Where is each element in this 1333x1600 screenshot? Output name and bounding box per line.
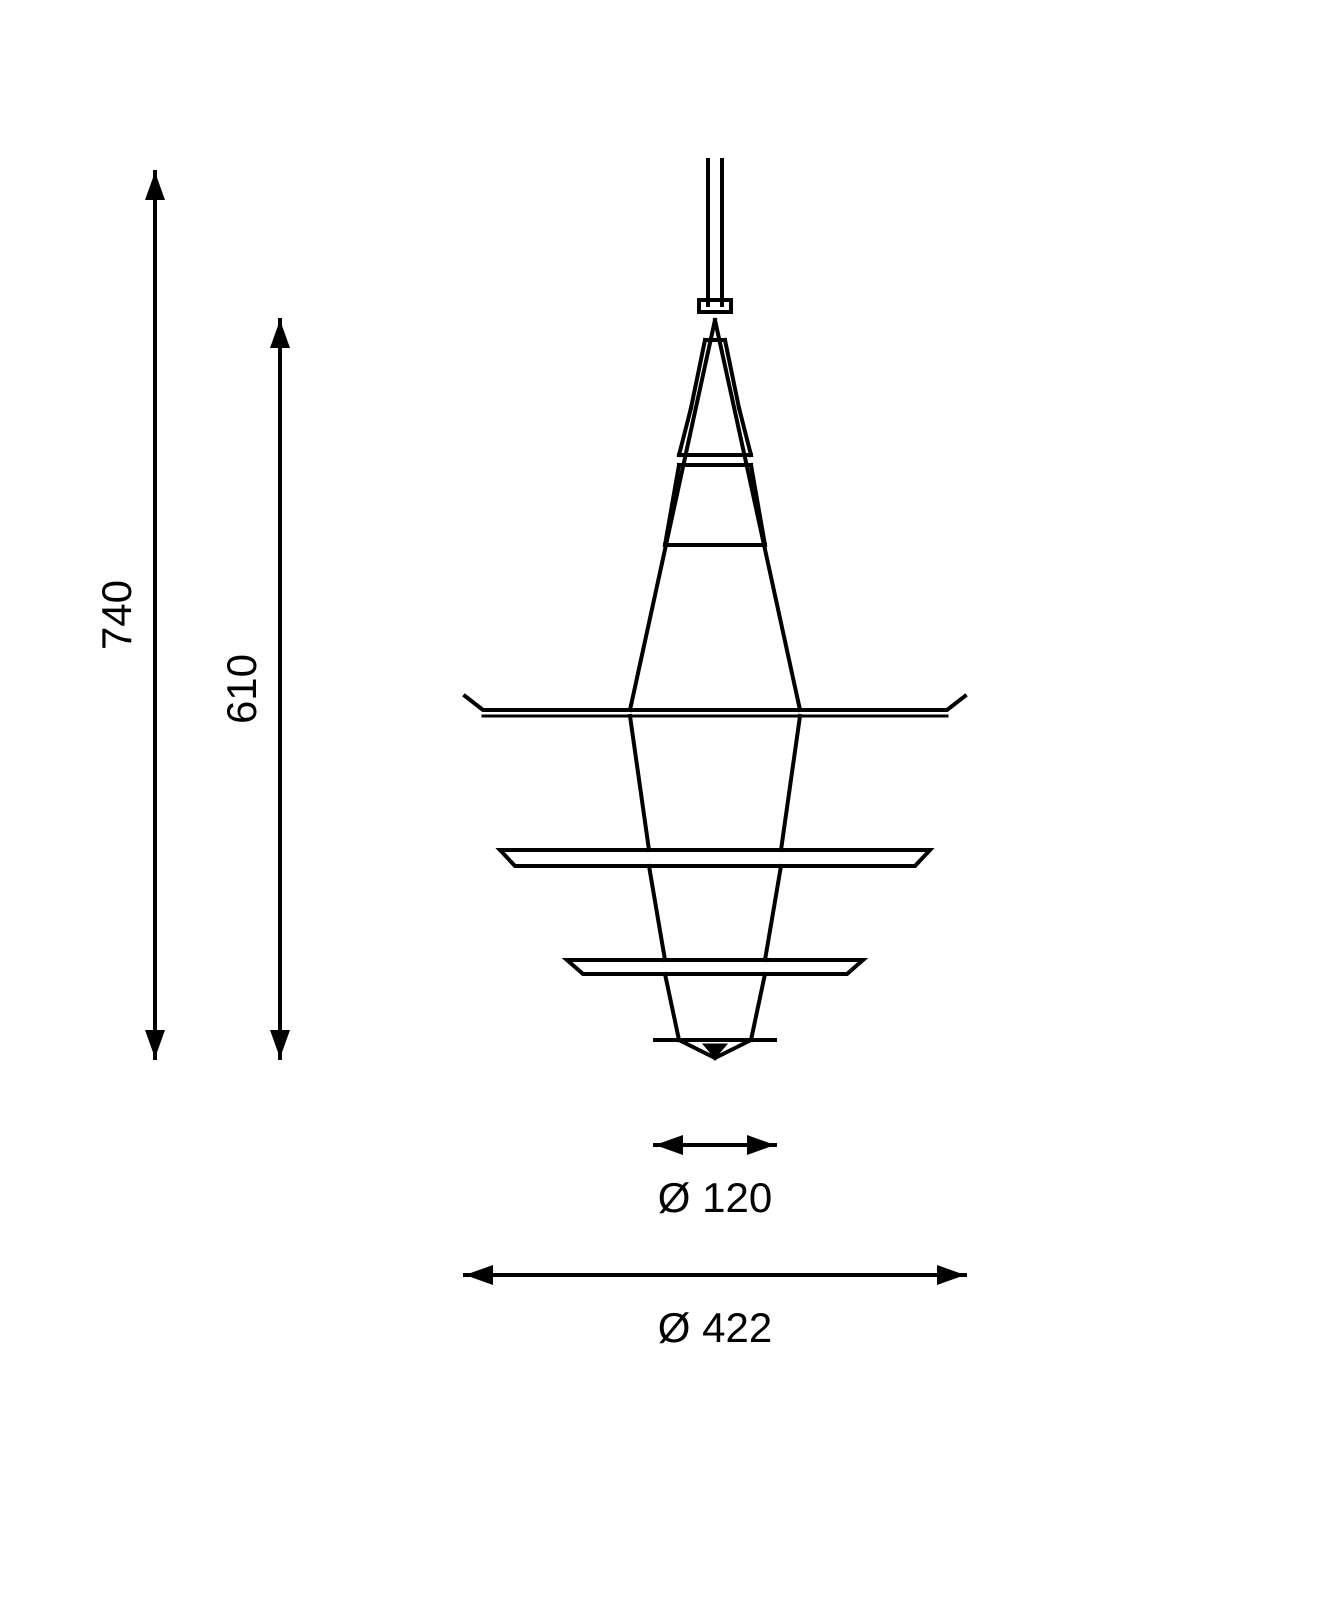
dim-height-inner: 610 bbox=[218, 654, 265, 724]
dimensions bbox=[145, 172, 965, 1285]
dim-dia-large: Ø 422 bbox=[658, 1304, 772, 1351]
dim-height-outer: 740 bbox=[93, 580, 140, 650]
dim-dia-small: Ø 120 bbox=[658, 1174, 772, 1221]
pendant-lamp bbox=[465, 160, 965, 1058]
technical-drawing: 740 610 Ø 120 Ø 422 bbox=[0, 0, 1333, 1600]
